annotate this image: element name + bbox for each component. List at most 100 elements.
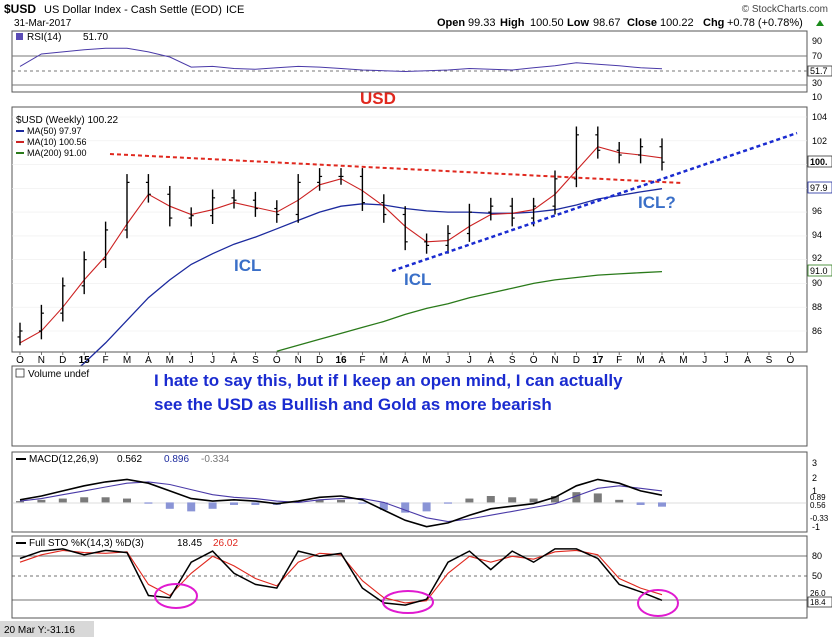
volume-swatch — [15, 368, 25, 378]
macd-hist-bar — [80, 497, 89, 503]
sto-d-value: 26.02 — [213, 538, 238, 549]
header-symbol: $USD — [4, 2, 36, 16]
chg-label: Chg — [703, 17, 724, 29]
price-tick-96: 96 — [812, 206, 822, 216]
price-bar — [466, 203, 472, 242]
sto-label: Full STO %K(14,3) %D(3) — [29, 538, 144, 549]
price-bar — [424, 233, 430, 254]
x-tick-label: J — [724, 355, 729, 366]
price-bar — [595, 126, 601, 159]
macd-hist-bar — [465, 498, 474, 503]
footer-readout-box — [0, 621, 94, 637]
rsi-last-box — [807, 65, 832, 77]
macd-hist-bar — [315, 499, 324, 503]
macd-hist-bar — [251, 502, 260, 505]
close-value: 100.22 — [660, 17, 694, 29]
price-bar — [103, 221, 109, 268]
rsi-legend: RSI(14) 51.70 — [16, 32, 108, 43]
price-bar — [317, 168, 323, 191]
x-tick-label: D — [316, 355, 323, 366]
x-tick-label: M — [123, 355, 131, 366]
x-tick-label: O — [530, 355, 538, 366]
price-bar — [124, 174, 130, 239]
macd-tick-3: 3 — [812, 458, 817, 468]
macd-line — [19, 478, 663, 528]
price-bar — [210, 189, 216, 224]
x-tick-label: N — [295, 355, 302, 366]
x-tick-label: A — [402, 355, 409, 366]
price-bar — [381, 194, 387, 223]
price-bar — [659, 138, 665, 171]
x-tick-label: J — [467, 355, 472, 366]
close-label: Close — [627, 17, 657, 29]
macd-hist-bar — [144, 502, 153, 504]
macd-hist-bar — [636, 502, 645, 505]
x-tick-label: S — [766, 355, 773, 366]
sto-tick-80: 80 — [812, 551, 822, 561]
volume-label: Volume undef — [28, 369, 89, 380]
macd-histogram — [16, 492, 666, 513]
macd-tick-1: 1 — [812, 486, 817, 496]
macd-tick-macd: 0.56 — [810, 501, 826, 510]
macd-hist-bar — [615, 499, 624, 503]
macd-hist-bar — [58, 498, 67, 503]
x-tick-label: O — [16, 355, 24, 366]
macd-hist-bar — [444, 502, 452, 504]
price-legend-title: $USD (Weekly) 100.22 — [16, 115, 119, 126]
header-name: US Dollar Index - Cash Settle (EOD) — [44, 4, 222, 16]
price-bar — [145, 174, 151, 203]
x-tick-label: J — [189, 355, 194, 366]
sto-last-box — [807, 596, 832, 608]
price-tick-90: 90 — [812, 278, 822, 288]
x-tick-label: S — [252, 355, 259, 366]
macd-label: MACD(12,26,9) — [29, 454, 98, 465]
icl-label-2: ICL — [404, 270, 431, 289]
x-tick-label: J — [702, 355, 707, 366]
x-tick-label: O — [273, 355, 281, 366]
ma200-label: MA(200) 91.00 — [27, 148, 87, 158]
sto-k-value: 18.45 — [177, 538, 202, 549]
rsi-last-value: 51.7 — [810, 66, 828, 76]
x-tick-label: 17 — [592, 355, 604, 366]
x-tick-label: S — [509, 355, 516, 366]
icl-label-3: ICL? — [638, 193, 676, 212]
macd-hist-bar — [422, 502, 431, 512]
price-bar — [359, 168, 365, 211]
icl-label-1: ICL — [234, 256, 261, 275]
sto-circle-3 — [637, 589, 679, 617]
price-bar — [616, 141, 622, 164]
macd-hist-bar — [572, 492, 581, 503]
x-tick-label: J — [210, 355, 215, 366]
macd-tick-2: 2 — [812, 473, 817, 483]
price-bar — [488, 197, 494, 221]
macd-hist-bar — [16, 501, 24, 503]
usd-annotation: USD — [360, 89, 396, 108]
x-tick-label: A — [487, 355, 494, 366]
comment-line-1: I hate to say this, but if I keep an ope… — [154, 371, 623, 390]
up-arrow-icon — [816, 20, 824, 26]
x-tick-label: 16 — [335, 355, 347, 366]
x-tick-label: M — [679, 355, 687, 366]
x-axis: O N D 15 F M A M J J A S O N D 16 F M A M J J A S O N D 17 F M A M J J A S O — [16, 352, 795, 366]
price-legend: $USD (Weekly) 100.22 MA(50) 97.97 MA(10)… — [16, 115, 119, 158]
macd-hist-bar — [165, 502, 174, 509]
low-value: 98.67 — [593, 17, 621, 29]
macd-value-1: 0.562 — [117, 454, 142, 465]
x-tick-label: F — [359, 355, 365, 366]
price-bar — [573, 126, 579, 188]
sto-tick-50: 50 — [812, 571, 822, 581]
macd-hist-bar — [529, 498, 538, 503]
macd-hist-bar — [187, 502, 196, 512]
price-bar — [188, 207, 194, 227]
x-tick-label: J — [446, 355, 451, 366]
macd-signal-line — [19, 481, 663, 523]
price-bars — [17, 126, 665, 346]
price-tick-86: 86 — [812, 326, 822, 336]
volume-panel — [11, 365, 808, 447]
ma200-last-box — [807, 264, 832, 277]
sto-circle-2 — [382, 590, 434, 614]
price-bar — [81, 251, 87, 295]
macd-panel — [11, 451, 808, 533]
macd-hist-bar — [101, 497, 110, 503]
